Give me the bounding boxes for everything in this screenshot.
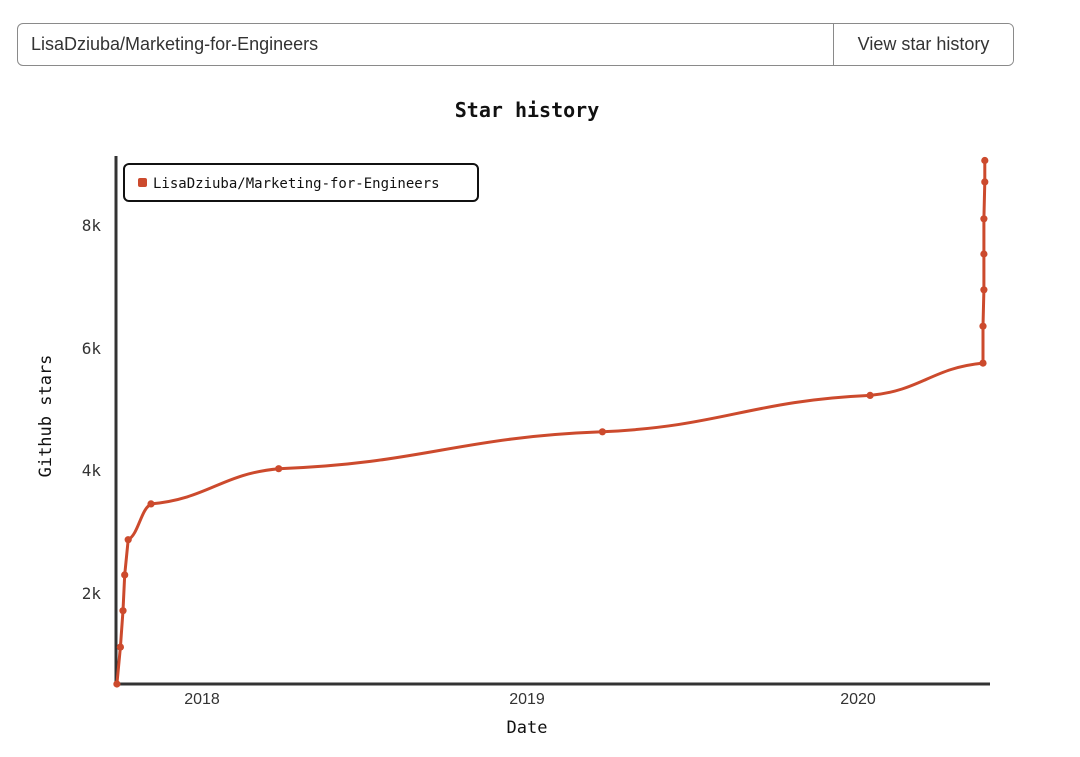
legend-swatch (138, 178, 147, 187)
legend-box (123, 163, 479, 202)
data-point (979, 359, 987, 367)
data-point (116, 643, 124, 651)
x-tick-label-2018: 2018 (184, 691, 220, 708)
data-point (980, 250, 988, 258)
data-point (980, 215, 988, 223)
x-tick-label-2019: 2019 (509, 691, 545, 708)
data-point (979, 322, 987, 330)
series-line-0 (115, 159, 987, 686)
repo-input[interactable] (18, 24, 833, 65)
repo-search-bar: View star history (17, 23, 1014, 66)
y-tick-label-8k: 8k (82, 216, 102, 235)
data-point (121, 571, 129, 579)
axes (114, 156, 990, 686)
data-point (980, 286, 988, 294)
legend: LisaDziuba/Marketing-for-Engineers (123, 163, 479, 202)
data-point (275, 465, 283, 473)
y-tick-label-4k: 4k (82, 461, 102, 480)
x-tick-label-2020: 2020 (840, 691, 876, 708)
data-point (147, 500, 155, 508)
legend-label: LisaDziuba/Marketing-for-Engineers (153, 176, 440, 192)
y-axis-label: Github stars (36, 355, 56, 478)
data-point (866, 391, 874, 399)
view-star-history-button[interactable]: View star history (833, 24, 1013, 65)
y-tick-label-6k: 6k (82, 339, 102, 358)
chart-title: Star history (455, 98, 600, 122)
data-point (124, 536, 132, 544)
x-axis-label: Date (507, 718, 548, 738)
data-point (981, 178, 989, 186)
y-tick-label-2k: 2k (82, 584, 102, 603)
data-point (113, 680, 121, 688)
data-point (119, 607, 127, 615)
plot-area (113, 156, 989, 688)
data-point (981, 156, 989, 165)
data-point (598, 428, 607, 436)
